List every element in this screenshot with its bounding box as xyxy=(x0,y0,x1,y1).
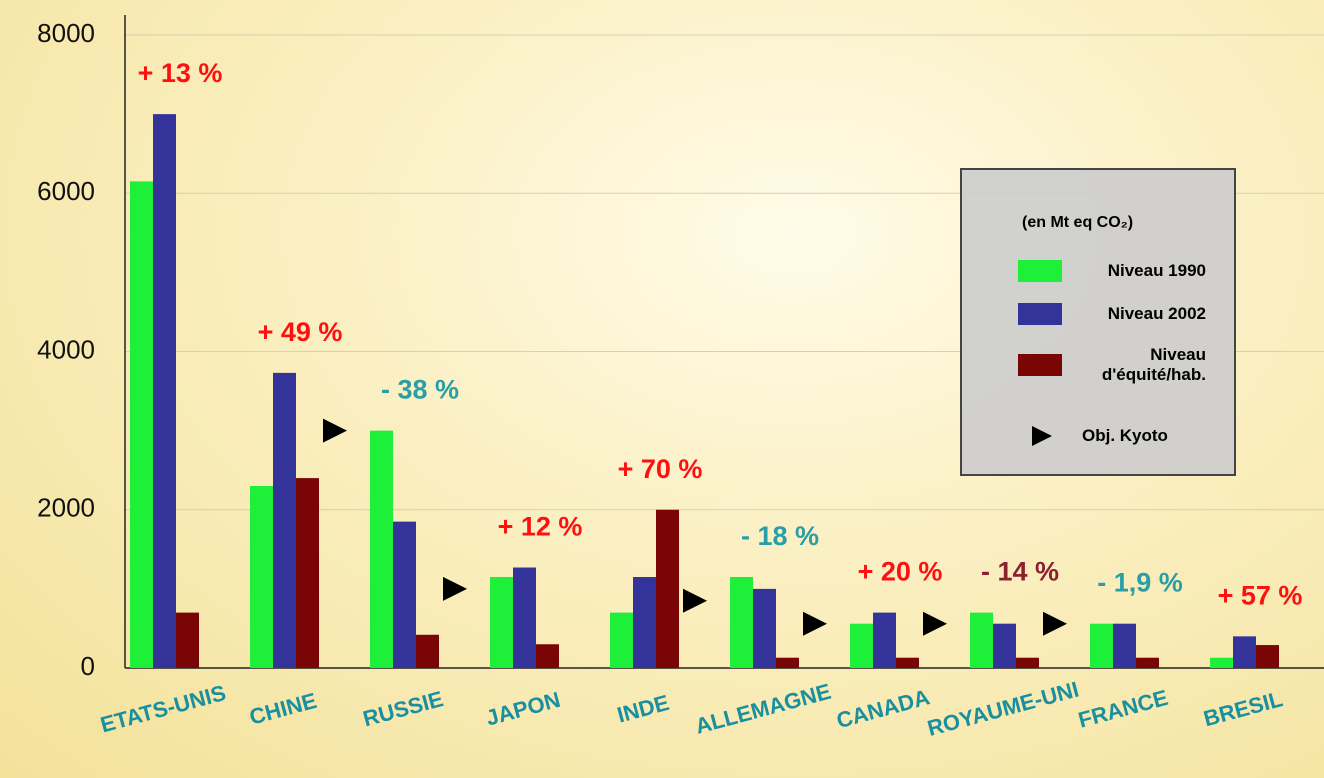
change-label: + 12 % xyxy=(498,512,583,542)
legend-label: Niveau d'équité/hab. xyxy=(1101,345,1206,384)
change-label: - 1,9 % xyxy=(1097,568,1183,598)
legend-swatch xyxy=(1018,425,1062,447)
y-tick-label: 0 xyxy=(81,651,95,681)
bar xyxy=(273,372,296,668)
kyoto-marker xyxy=(1043,611,1067,636)
bar xyxy=(1016,657,1039,668)
bar xyxy=(536,644,559,668)
bar xyxy=(250,486,273,668)
legend: (en Mt eq CO₂) Niveau 1990 Niveau 2002 Niv… xyxy=(960,168,1236,476)
kyoto-marker xyxy=(923,611,947,636)
bar xyxy=(873,612,896,668)
change-label: + 20 % xyxy=(858,557,943,587)
legend-item: Niveau d'équité/hab. xyxy=(962,345,1234,385)
bar xyxy=(1233,636,1256,668)
bar xyxy=(1210,657,1233,668)
legend-label: Obj. Kyoto xyxy=(1082,426,1168,445)
x-tick-label: ETATS-UNIS xyxy=(98,680,229,737)
bar xyxy=(416,634,439,668)
legend-item: Obj. Kyoto xyxy=(962,425,1234,447)
bar xyxy=(610,612,633,668)
x-tick-label: INDE xyxy=(614,690,671,728)
change-label: + 49 % xyxy=(258,317,343,347)
bar xyxy=(153,114,176,668)
legend-item: Niveau 2002 xyxy=(962,303,1234,325)
legend-item: Niveau 1990 xyxy=(962,260,1234,282)
bar xyxy=(993,623,1016,668)
bar xyxy=(730,577,753,668)
bar xyxy=(370,430,393,668)
bar xyxy=(393,521,416,668)
x-tick-label: ROYAUME-UNI xyxy=(925,677,1082,741)
change-label: + 57 % xyxy=(1218,580,1303,610)
legend-label: Niveau 2002 xyxy=(1107,304,1206,323)
bar xyxy=(490,577,513,668)
x-tick-label: BRESIL xyxy=(1201,686,1285,731)
bar xyxy=(1136,657,1159,668)
x-tick-label: RUSSIE xyxy=(360,686,446,731)
bar xyxy=(513,567,536,668)
change-label: - 14 % xyxy=(981,557,1059,587)
bar xyxy=(1256,645,1279,668)
y-tick-label: 8000 xyxy=(37,18,95,48)
x-tick-label: FRANCE xyxy=(1076,685,1171,733)
y-tick-label: 2000 xyxy=(37,493,95,523)
bar xyxy=(633,577,656,668)
bar xyxy=(130,181,153,668)
kyoto-marker xyxy=(803,611,827,636)
legend-swatch xyxy=(1018,303,1062,325)
y-tick-label: 4000 xyxy=(37,334,95,364)
bar xyxy=(296,478,319,668)
bar xyxy=(753,588,776,668)
legend-swatch xyxy=(1018,354,1062,376)
bar xyxy=(970,612,993,668)
bar xyxy=(1090,623,1113,668)
bar xyxy=(776,657,799,668)
x-tick-label: ALLEMAGNE xyxy=(693,679,834,739)
x-tick-label: CANADA xyxy=(834,684,933,733)
legend-title: (en Mt eq CO₂) xyxy=(1022,214,1134,231)
kyoto-marker xyxy=(683,588,707,613)
bar xyxy=(896,657,919,668)
x-tick-label: JAPON xyxy=(483,687,563,731)
bar xyxy=(176,612,199,668)
y-tick-label: 6000 xyxy=(37,176,95,206)
bar xyxy=(656,509,679,668)
legend-label: Niveau 1990 xyxy=(1107,261,1206,280)
change-label: + 70 % xyxy=(618,454,703,484)
legend-swatch xyxy=(1018,260,1062,282)
kyoto-marker xyxy=(323,418,347,443)
x-tick-label: CHINE xyxy=(247,688,320,730)
change-label: - 18 % xyxy=(741,521,819,551)
bar xyxy=(850,623,873,668)
change-label: + 13 % xyxy=(138,58,223,88)
change-label: - 38 % xyxy=(381,375,459,405)
kyoto-marker xyxy=(443,576,467,601)
bar xyxy=(1113,623,1136,668)
